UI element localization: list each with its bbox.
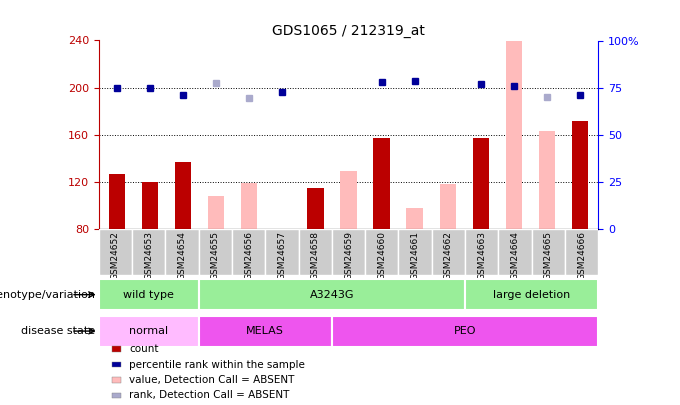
Bar — [572, 121, 588, 229]
Bar — [439, 184, 456, 229]
Text: PEO: PEO — [454, 326, 477, 336]
Text: GSM24664: GSM24664 — [511, 231, 520, 280]
Bar — [473, 138, 489, 229]
Bar — [565, 229, 598, 275]
Text: wild type: wild type — [123, 290, 174, 300]
Bar — [175, 162, 191, 229]
Bar — [99, 279, 199, 310]
Bar — [539, 131, 556, 229]
Text: value, Detection Call = ABSENT: value, Detection Call = ABSENT — [129, 375, 294, 385]
Bar — [241, 183, 258, 229]
Title: GDS1065 / 212319_at: GDS1065 / 212319_at — [272, 24, 425, 38]
Text: GSM24659: GSM24659 — [344, 231, 353, 280]
Text: GSM24652: GSM24652 — [111, 231, 120, 280]
Bar — [407, 208, 423, 229]
Text: disease state: disease state — [21, 326, 95, 336]
Text: GSM24658: GSM24658 — [311, 231, 320, 280]
Text: GSM24662: GSM24662 — [444, 231, 453, 280]
Bar — [99, 229, 132, 275]
Bar — [141, 182, 158, 229]
Bar — [132, 229, 165, 275]
Text: GSM24654: GSM24654 — [177, 231, 186, 280]
Text: genotype/variation: genotype/variation — [0, 290, 95, 300]
Bar — [109, 173, 125, 229]
Text: GSM24661: GSM24661 — [411, 231, 420, 280]
Bar — [465, 279, 598, 310]
Bar — [265, 229, 299, 275]
Text: GSM24663: GSM24663 — [477, 231, 486, 280]
Text: GSM24653: GSM24653 — [144, 231, 153, 280]
Bar — [99, 315, 199, 347]
Bar — [332, 229, 365, 275]
Bar — [307, 188, 324, 229]
Bar — [398, 229, 432, 275]
Text: GSM24660: GSM24660 — [377, 231, 386, 280]
Text: large deletion: large deletion — [493, 290, 571, 300]
Bar — [365, 229, 398, 275]
Bar — [199, 315, 332, 347]
Bar — [506, 40, 522, 229]
Bar — [532, 229, 565, 275]
Text: normal: normal — [129, 326, 168, 336]
Bar — [165, 229, 199, 275]
Bar — [208, 196, 224, 229]
Text: A3243G: A3243G — [309, 290, 354, 300]
Text: count: count — [129, 344, 158, 354]
Bar — [199, 279, 465, 310]
Bar — [340, 171, 357, 229]
Bar — [432, 229, 465, 275]
Bar — [465, 229, 498, 275]
Text: GSM24666: GSM24666 — [577, 231, 586, 280]
Bar — [373, 138, 390, 229]
Text: rank, Detection Call = ABSENT: rank, Detection Call = ABSENT — [129, 390, 290, 400]
Bar — [498, 229, 532, 275]
Text: MELAS: MELAS — [246, 326, 284, 336]
Bar — [199, 229, 232, 275]
Bar — [332, 315, 598, 347]
Text: GSM24665: GSM24665 — [544, 231, 553, 280]
Text: percentile rank within the sample: percentile rank within the sample — [129, 360, 305, 369]
Text: GSM24657: GSM24657 — [277, 231, 286, 280]
Text: GSM24656: GSM24656 — [244, 231, 253, 280]
Bar — [299, 229, 332, 275]
Text: GSM24655: GSM24655 — [211, 231, 220, 280]
Bar — [232, 229, 265, 275]
